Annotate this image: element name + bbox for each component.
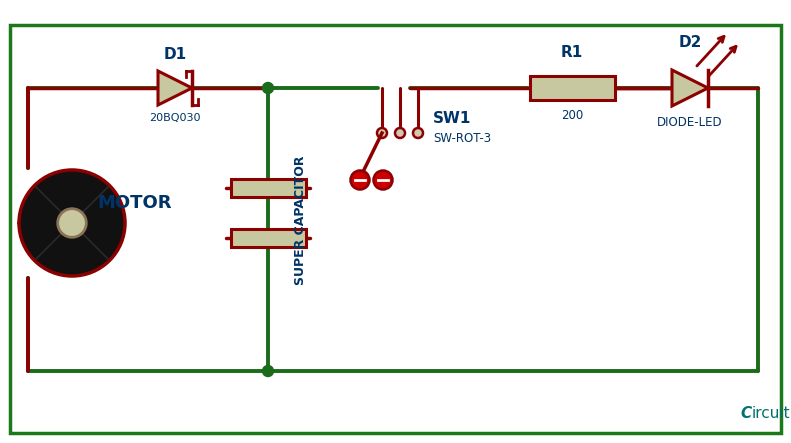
Bar [530, 76, 615, 100]
Text: D1: D1 [164, 47, 187, 62]
Text: C: C [740, 406, 752, 421]
Circle shape [377, 128, 387, 138]
Polygon shape [672, 70, 708, 106]
Circle shape [19, 170, 125, 276]
Circle shape [395, 128, 405, 138]
Text: 20BQ030: 20BQ030 [149, 113, 201, 123]
Circle shape [413, 128, 423, 138]
Text: DIODE-LED: DIODE-LED [657, 116, 723, 129]
Text: SUPER CAPACITOR: SUPER CAPACITOR [293, 155, 306, 285]
Circle shape [263, 365, 274, 377]
Text: R1: R1 [561, 45, 583, 60]
Circle shape [373, 171, 392, 190]
Bar [231, 229, 306, 247]
Text: D2: D2 [679, 35, 702, 50]
Text: SW1: SW1 [433, 110, 471, 125]
Circle shape [58, 209, 86, 237]
Circle shape [263, 82, 274, 93]
Text: SW-ROT-3: SW-ROT-3 [433, 132, 491, 144]
Circle shape [350, 171, 369, 190]
Text: ircuitDigest: ircuitDigest [752, 406, 791, 421]
Text: 200: 200 [561, 109, 583, 122]
Text: MOTOR: MOTOR [97, 194, 172, 212]
Bar [231, 179, 306, 197]
Polygon shape [158, 71, 192, 105]
